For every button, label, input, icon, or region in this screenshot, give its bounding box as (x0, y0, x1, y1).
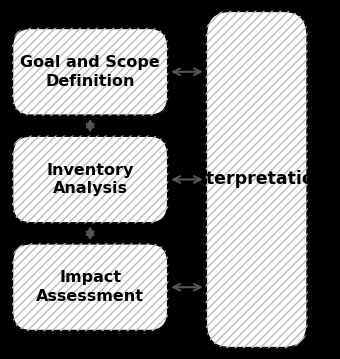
Text: Impact
Assessment: Impact Assessment (36, 270, 144, 304)
FancyBboxPatch shape (12, 243, 168, 331)
Text: Goal and Scope
Definition: Goal and Scope Definition (20, 55, 160, 89)
Text: Inventory
Analysis: Inventory Analysis (47, 163, 134, 196)
FancyBboxPatch shape (12, 28, 168, 116)
FancyBboxPatch shape (12, 135, 168, 223)
FancyBboxPatch shape (206, 11, 308, 348)
Text: Interpretation: Interpretation (187, 171, 326, 188)
